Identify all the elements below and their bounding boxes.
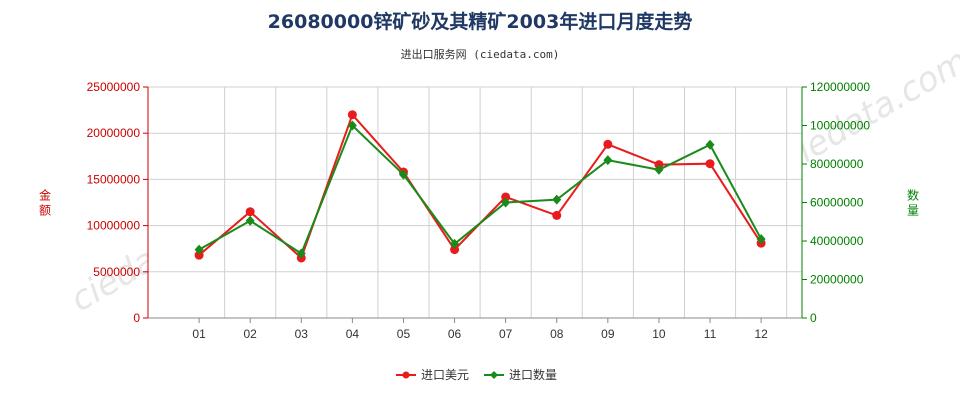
- series-1-point: [450, 245, 460, 255]
- y-left-tick-label: 15000000: [87, 172, 141, 186]
- series-2-point: [296, 248, 306, 259]
- x-tick-label: 06: [448, 327, 462, 341]
- series-2-point: [398, 169, 408, 180]
- series-1-point: [347, 110, 357, 120]
- series-2-point: [756, 234, 766, 245]
- series-2-point: [501, 197, 511, 208]
- series-1-point: [654, 160, 664, 170]
- y-left-tick-label: 25000000: [87, 80, 141, 94]
- chart-subtitle: 进出口服务网 (ciedata.com): [401, 47, 560, 61]
- x-tick-label: 12: [754, 327, 768, 341]
- y-right-tick-label: 60000000: [810, 196, 864, 210]
- legend-label: 进口数量: [509, 367, 557, 382]
- grid-layer: [147, 86, 803, 319]
- y-right-tick-label: 100000000: [810, 119, 870, 133]
- series-1-point: [603, 139, 613, 149]
- series-2-point: [194, 244, 204, 255]
- y-right-tick-label: 80000000: [810, 157, 864, 171]
- series-2-point: [347, 120, 357, 131]
- plot-area: [147, 86, 803, 319]
- series-2-point: [245, 215, 255, 226]
- series-1-point: [705, 159, 715, 169]
- series-2-point: [705, 139, 715, 150]
- legend[interactable]: 进口美元 进口数量: [396, 367, 557, 382]
- series-1-point: [552, 210, 562, 220]
- y-left-tick-label: 0: [133, 311, 140, 325]
- y-right-axis-title: 数量: [907, 188, 919, 218]
- y-left-tick-label: 5000000: [93, 265, 140, 279]
- x-tick-label: 05: [397, 327, 411, 341]
- series-1-point: [245, 207, 255, 217]
- series-2-point: [450, 238, 460, 249]
- x-tick-label: 03: [295, 327, 309, 341]
- legend-marker: [490, 371, 498, 379]
- series-2-point: [552, 194, 562, 205]
- series-line-2: [198, 123, 763, 256]
- y-left-tick-label: 20000000: [87, 126, 141, 140]
- series-layer: [194, 110, 766, 263]
- chart-title: 26080000锌矿砂及其精矿2003年进口月度走势: [268, 10, 693, 33]
- x-tick-label: 01: [192, 327, 206, 341]
- y-right-tick-label: 0: [810, 311, 817, 325]
- x-tick-label: 02: [244, 327, 258, 341]
- legend-marker: [402, 371, 410, 379]
- y-right-tick-label: 40000000: [810, 234, 864, 248]
- series-1-point: [194, 250, 204, 260]
- series-2-point: [654, 164, 664, 175]
- x-tick-label: 07: [499, 327, 513, 341]
- x-tick-label: 11: [704, 327, 717, 341]
- y-left-axis-title: 金额: [39, 188, 51, 218]
- series-2-point: [603, 155, 613, 166]
- x-tick-label: 09: [601, 327, 615, 341]
- axis-layer: 0 5000000 10000000 15000000 20000000 25000000…: [87, 80, 871, 341]
- y-right-tick-label: 20000000: [810, 273, 864, 287]
- series-1-point: [501, 192, 511, 202]
- y-right-tick-label: 120000000: [810, 80, 870, 94]
- legend-label: 进口美元: [421, 368, 469, 382]
- y-left-tick-label: 10000000: [87, 219, 141, 233]
- x-tick-label: 08: [550, 327, 564, 341]
- x-tick-label: 04: [346, 327, 360, 341]
- x-tick-label: 10: [652, 327, 666, 341]
